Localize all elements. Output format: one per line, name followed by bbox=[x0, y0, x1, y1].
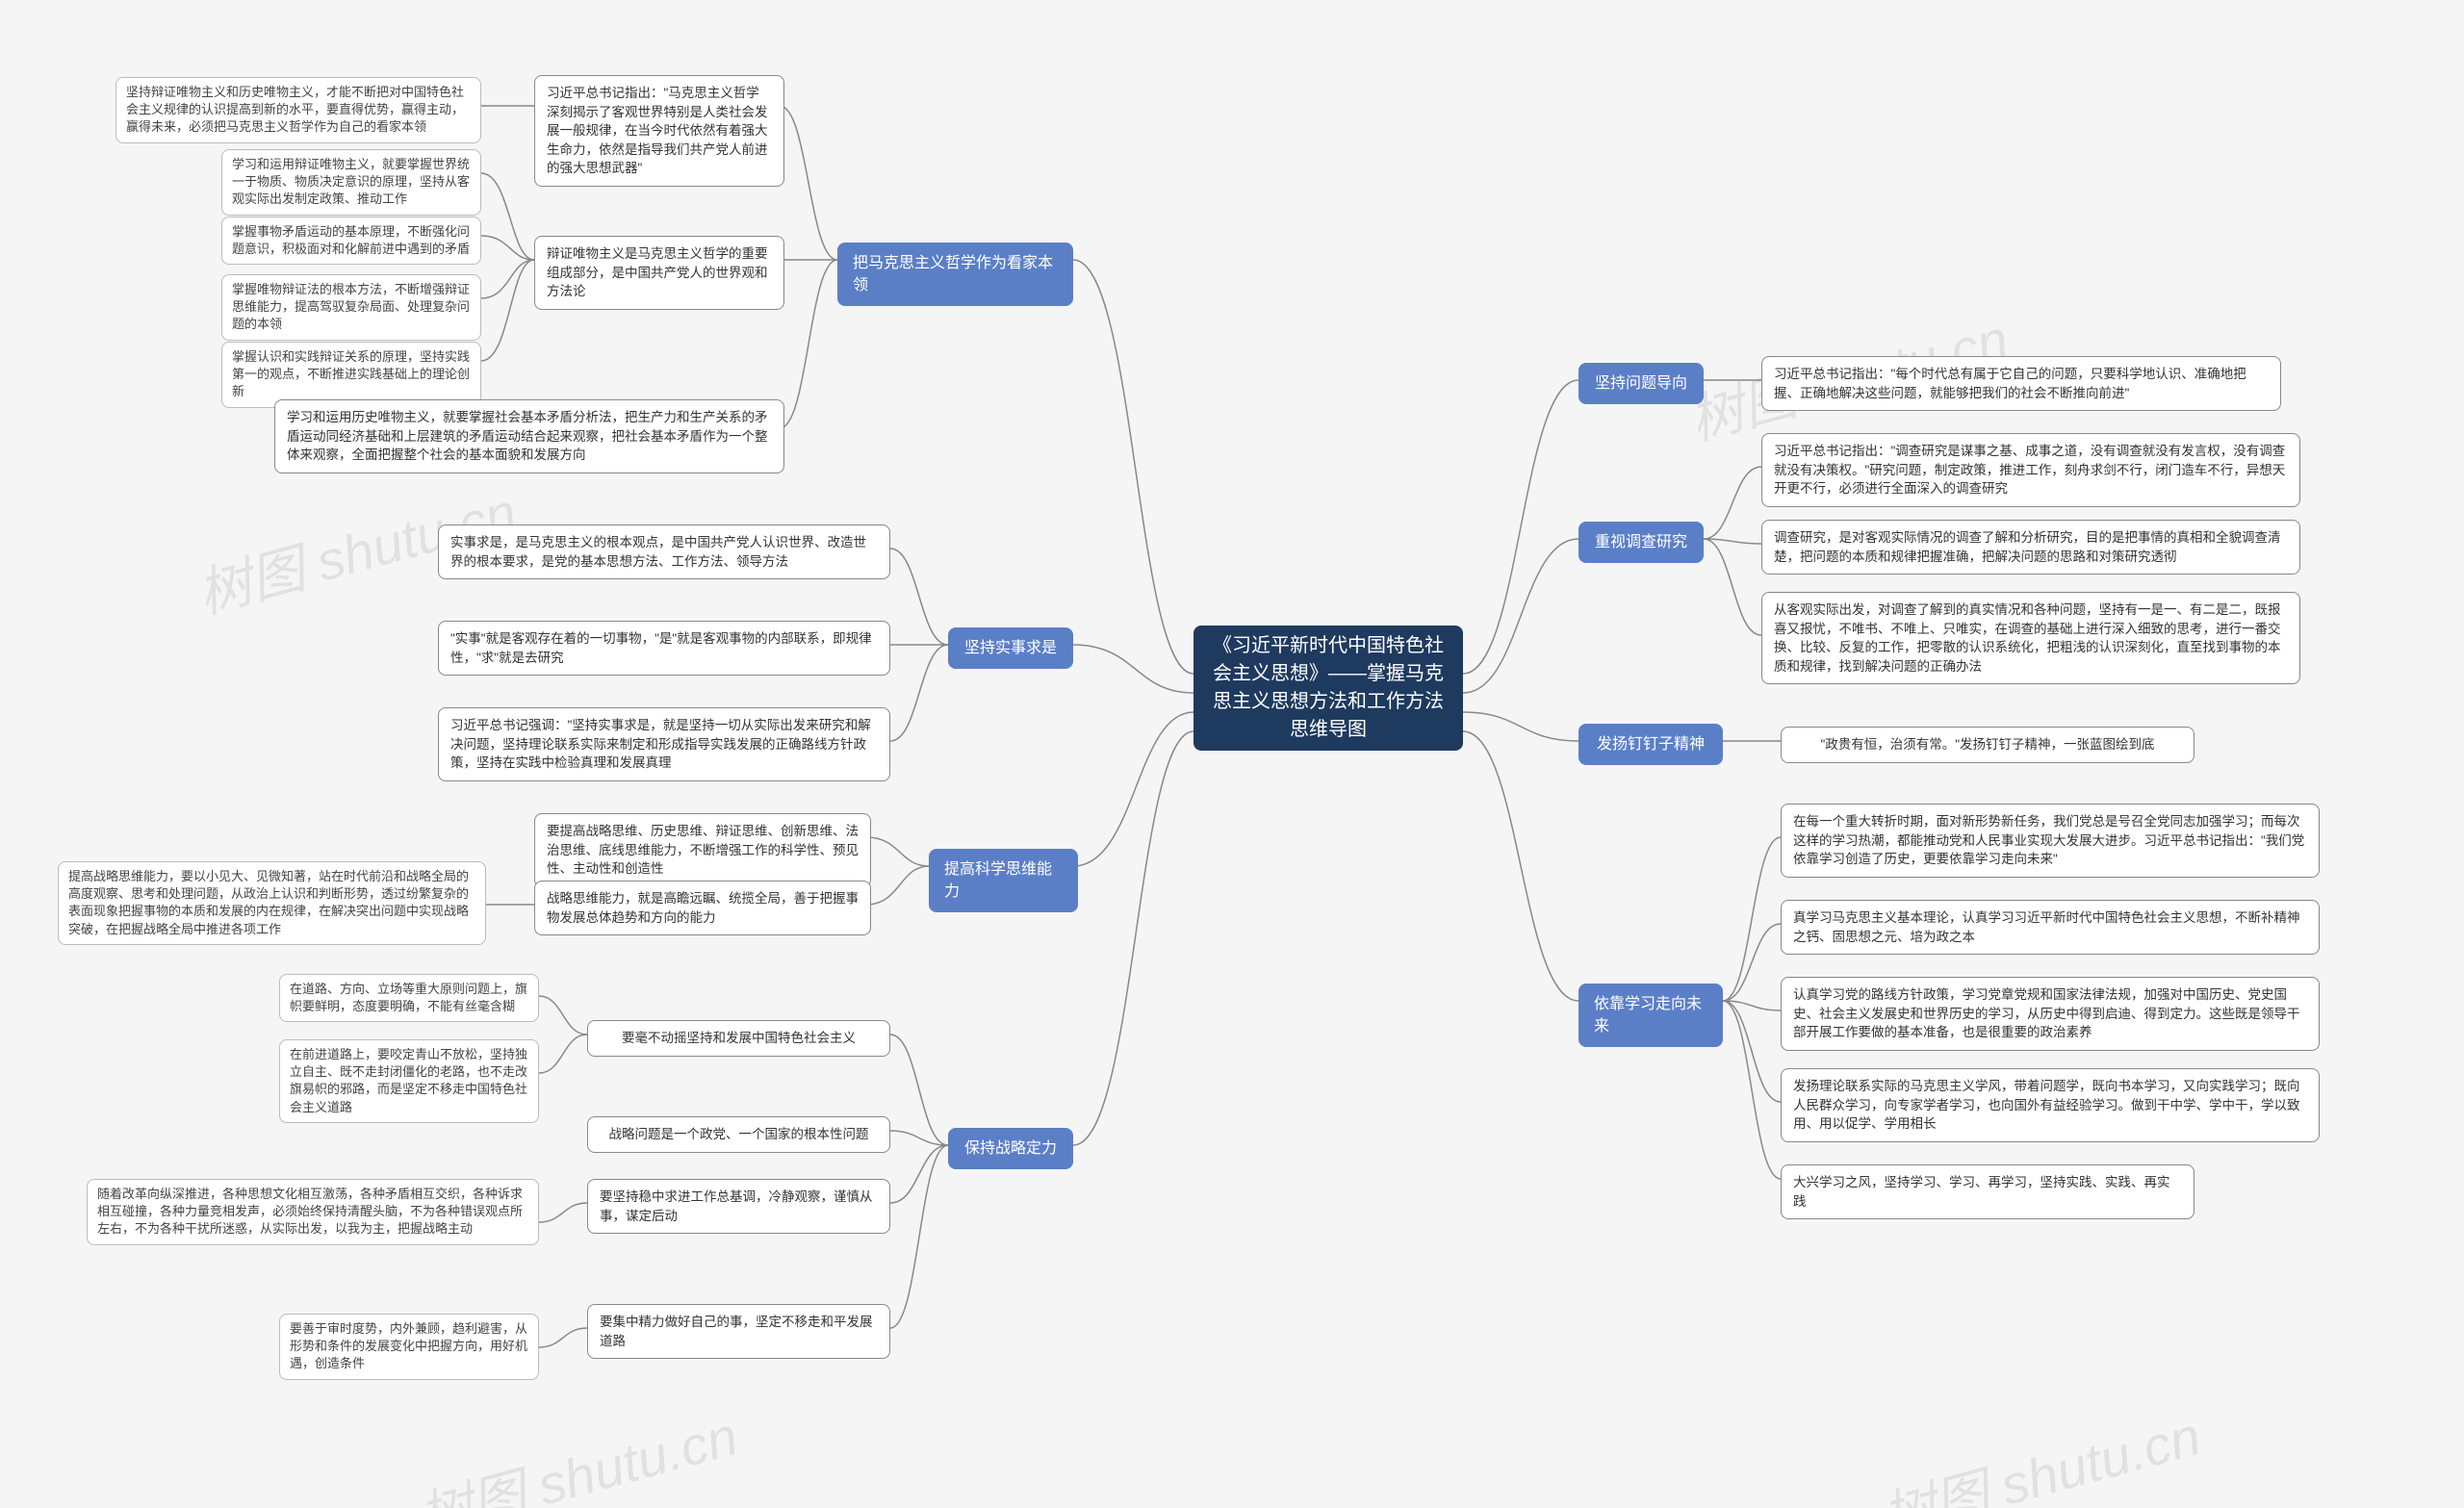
watermark: 树图 shutu.cn bbox=[1872, 1393, 2208, 1508]
node-b1b[interactable]: 辩证唯物主义是马克思主义哲学的重要组成部分，是中国共产党人的世界观和方法论 bbox=[534, 236, 784, 310]
node-r2a[interactable]: 习近平总书记指出："调查研究是谋事之基、成事之道，没有调查就没有发言权，没有调查… bbox=[1761, 433, 2300, 507]
leaf-b1b-3: 掌握认识和实践辩证关系的原理，坚持实践第一的观点，不断推进实践基础上的理论创新 bbox=[221, 342, 481, 408]
leaf-b1b-1: 掌握事物矛盾运动的基本原理，不断强化问题意识，积极面对和化解前进中遇到的矛盾 bbox=[221, 217, 481, 265]
node-r2c[interactable]: 从客观实际出发，对调查了解到的真实情况和各种问题，坚持有一是一、有二是二，既报喜… bbox=[1761, 592, 2300, 684]
node-r4d[interactable]: 发扬理论联系实际的马克思主义学风，带着问题学，既向书本学习，又向实践学习；既向人… bbox=[1781, 1068, 2320, 1142]
node-b4a[interactable]: 要毫不动摇坚持和发展中国特色社会主义 bbox=[587, 1020, 890, 1057]
node-b4c[interactable]: 要坚持稳中求进工作总基调，冷静观察，谨慎从事，谋定后动 bbox=[587, 1179, 890, 1234]
root-node[interactable]: 《习近平新时代中国特色社会主义思想》——掌握马克思主义思想方法和工作方法思维导图 bbox=[1194, 626, 1463, 751]
branch-r1[interactable]: 坚持问题导向 bbox=[1578, 363, 1704, 404]
node-b4b[interactable]: 战略问题是一个政党、一个国家的根本性问题 bbox=[587, 1116, 890, 1153]
watermark: 树图 shutu.cn bbox=[409, 1393, 745, 1508]
node-r4e[interactable]: 大兴学习之风，坚持学习、学习、再学习，坚持实践、实践、再实践 bbox=[1781, 1164, 2194, 1219]
leaf-b4a-0: 在道路、方向、立场等重大原则问题上，旗帜要鲜明，态度要明确，不能有丝毫含糊 bbox=[279, 974, 539, 1022]
node-r4c[interactable]: 认真学习党的路线方针政策，学习党章党规和国家法律法规，加强对中国历史、党史国史、… bbox=[1781, 977, 2320, 1051]
node-b2c[interactable]: 习近平总书记强调："坚持实事求是，就是坚持一切从实际出发来研究和解决问题，坚持理… bbox=[438, 707, 890, 781]
node-r1a[interactable]: 习近平总书记指出："每个时代总有属于它自己的问题，只要科学地认识、准确地把握、正… bbox=[1761, 356, 2281, 411]
branch-r2[interactable]: 重视调查研究 bbox=[1578, 522, 1704, 563]
leaf-b4c-0: 随着改革向纵深推进，各种思想文化相互激荡，各种矛盾相互交织，各种诉求相互碰撞，各… bbox=[87, 1179, 539, 1245]
branch-r4[interactable]: 依靠学习走向未来 bbox=[1578, 984, 1723, 1047]
branch-b4[interactable]: 保持战略定力 bbox=[948, 1128, 1073, 1169]
leaf-b3b-0: 提高战略思维能力，要以小见大、见微知著，站在时代前沿和战略全局的高度观察、思考和… bbox=[58, 861, 486, 945]
leaf-b1b-2: 掌握唯物辩证法的根本方法，不断增强辩证思维能力，提高驾驭复杂局面、处理复杂问题的… bbox=[221, 274, 481, 341]
node-b3a[interactable]: 要提高战略思维、历史思维、辩证思维、创新思维、法治思维、底线思维能力，不断增强工… bbox=[534, 813, 871, 887]
leaf-b4d-0: 要善于审时度势，内外兼顾，趋利避害，从形势和条件的发展变化中把握方向，用好机遇，… bbox=[279, 1314, 539, 1380]
node-r3a[interactable]: "政贵有恒，治须有常。"发扬钉钉子精神，一张蓝图绘到底 bbox=[1781, 727, 2194, 763]
branch-b2[interactable]: 坚持实事求是 bbox=[948, 627, 1073, 669]
branch-b3[interactable]: 提高科学思维能力 bbox=[929, 849, 1078, 912]
node-r2b[interactable]: 调查研究，是对客观实际情况的调查了解和分析研究，目的是把事情的真相和全貌调查清楚… bbox=[1761, 520, 2300, 575]
node-b4d[interactable]: 要集中精力做好自己的事，坚定不移走和平发展道路 bbox=[587, 1304, 890, 1359]
node-b2b[interactable]: "实事"就是客观存在着的一切事物，"是"就是客观事物的内部联系，即规律性，"求"… bbox=[438, 621, 890, 676]
branch-r3[interactable]: 发扬钉钉子精神 bbox=[1578, 724, 1723, 765]
node-b2a[interactable]: 实事求是，是马克思主义的根本观点，是中国共产党人认识世界、改造世界的根本要求，是… bbox=[438, 524, 890, 579]
node-b1c[interactable]: 学习和运用历史唯物主义，就要掌握社会基本矛盾分析法，把生产力和生产关系的矛盾运动… bbox=[274, 399, 784, 473]
node-r4a[interactable]: 在每一个重大转折时期，面对新形势新任务，我们党总是号召全党同志加强学习；而每次这… bbox=[1781, 804, 2320, 878]
mindmap-canvas: 树图 shutu.cn 树图 shutu.cn 树图 shutu.cn 树图 s… bbox=[0, 0, 2464, 1508]
branch-b1[interactable]: 把马克思主义哲学作为看家本领 bbox=[837, 243, 1073, 306]
leaf-b4a-1: 在前进道路上，要咬定青山不放松，坚持独立自主、既不走封闭僵化的老路，也不走改旗易… bbox=[279, 1039, 539, 1123]
leaf-b1b-0: 学习和运用辩证唯物主义，就要掌握世界统一于物质、物质决定意识的原理，坚持从客观实… bbox=[221, 149, 481, 216]
leaf-b1a-0: 坚持辩证唯物主义和历史唯物主义，才能不断把对中国特色社会主义规律的认识提高到新的… bbox=[116, 77, 481, 143]
node-b3b[interactable]: 战略思维能力，就是高瞻远瞩、统揽全局，善于把握事物发展总体趋势和方向的能力 bbox=[534, 881, 871, 935]
node-b1a[interactable]: 习近平总书记指出："马克思主义哲学深刻揭示了客观世界特别是人类社会发展一般规律，… bbox=[534, 75, 784, 187]
node-r4b[interactable]: 真学习马克思主义基本理论，认真学习习近平新时代中国特色社会主义思想，不断补精神之… bbox=[1781, 900, 2320, 955]
